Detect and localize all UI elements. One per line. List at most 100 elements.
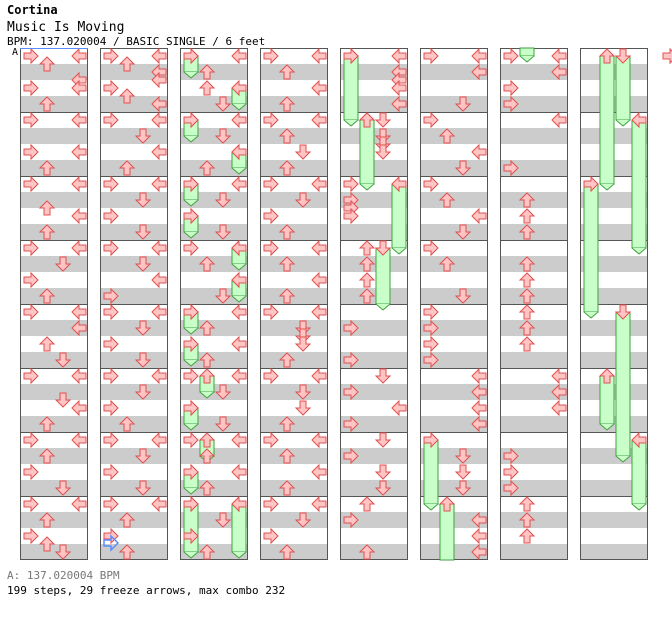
step-arrow: [214, 96, 232, 112]
step-arrow: [423, 351, 439, 369]
step-arrow: [198, 160, 216, 176]
step-arrow: [343, 511, 359, 529]
step-arrow: [551, 399, 567, 417]
step-arrow: [278, 448, 296, 464]
step-arrow: [103, 367, 119, 385]
step-arrow: [263, 527, 279, 545]
step-arrow: [23, 303, 39, 321]
step-arrow: [71, 79, 87, 97]
step-arrow: [358, 272, 376, 288]
step-arrow: [503, 463, 519, 481]
step-arrow: [214, 384, 232, 400]
step-arrow: [183, 495, 199, 513]
step-arrow: [23, 431, 39, 449]
step-arrow: [263, 367, 279, 385]
freeze-tail: [375, 303, 391, 311]
step-arrow: [151, 239, 167, 257]
step-arrow: [358, 256, 376, 272]
freeze-tail: [231, 263, 247, 271]
step-arrow: [263, 431, 279, 449]
step-arrow: [134, 384, 152, 400]
step-arrow: [54, 544, 72, 560]
freeze-arrow: [375, 247, 391, 305]
step-arrow: [71, 111, 87, 129]
step-arrow: [151, 303, 167, 321]
step-arrow: [423, 319, 439, 337]
step-arrow: [134, 256, 152, 272]
step-arrow: [23, 495, 39, 513]
step-arrow: [343, 383, 359, 401]
step-arrow: [294, 384, 312, 400]
step-arrow: [598, 48, 616, 64]
step-arrow: [358, 544, 376, 560]
freeze-arrow: [359, 119, 375, 185]
step-arrow: [151, 47, 167, 65]
step-arrow: [518, 256, 536, 272]
step-arrow: [374, 480, 392, 496]
step-arrow: [103, 79, 119, 97]
step-arrow: [103, 495, 119, 513]
step-arrow: [183, 239, 199, 257]
step-arrow: [71, 239, 87, 257]
step-arrow: [134, 320, 152, 336]
step-arrow: [263, 175, 279, 193]
step-arrow: [183, 111, 199, 129]
step-arrow: [423, 175, 439, 193]
step-arrow: [214, 512, 232, 528]
step-arrow: [118, 512, 136, 528]
step-arrow: [374, 432, 392, 448]
step-arrow: [343, 47, 359, 65]
bpm-marker-label: A: [12, 47, 19, 58]
step-arrow: [151, 367, 167, 385]
step-arrow: [23, 79, 39, 97]
freeze-tail: [583, 311, 599, 319]
step-arrow: [631, 111, 647, 129]
step-arrow: [103, 335, 119, 353]
step-arrow: [311, 79, 327, 97]
song-title: Music Is Moving: [7, 20, 125, 35]
step-arrow: [471, 543, 487, 561]
freeze-arrow: [615, 311, 631, 457]
step-arrow: [454, 160, 472, 176]
step-arrow: [278, 256, 296, 272]
freeze-arrow: [599, 55, 615, 185]
step-arrow: [471, 511, 487, 529]
step-arrow: [134, 192, 152, 208]
step-arrow: [198, 368, 216, 384]
step-arrow: [294, 144, 312, 160]
step-arrow: [151, 71, 167, 89]
step-arrow: [278, 480, 296, 496]
step-arrow: [278, 288, 296, 304]
step-arrow: [71, 495, 87, 513]
step-arrow: [38, 448, 56, 464]
step-arrow: [374, 464, 392, 480]
step-arrow: [38, 288, 56, 304]
freeze-tail: [631, 247, 647, 255]
freeze-arrow: [519, 47, 535, 57]
step-arrow: [198, 80, 216, 96]
step-arrow: [503, 79, 519, 97]
step-arrow: [503, 95, 519, 113]
step-arrow: [103, 47, 119, 65]
step-arrow: [374, 112, 392, 128]
step-arrow: [151, 143, 167, 161]
step-arrow: [214, 128, 232, 144]
step-arrow: [503, 479, 519, 497]
freeze-tail: [599, 183, 615, 191]
step-arrow: [423, 239, 439, 257]
step-arrow: [183, 335, 199, 353]
step-arrow: [518, 528, 536, 544]
step-arrow: [311, 47, 327, 65]
step-arrow: [263, 239, 279, 257]
step-arrow: [151, 431, 167, 449]
step-arrow: [263, 495, 279, 513]
step-arrow: [71, 175, 87, 193]
step-arrow: [54, 352, 72, 368]
step-arrow: [118, 160, 136, 176]
step-arrow: [518, 496, 536, 512]
step-arrow: [471, 143, 487, 161]
step-arrow: [198, 64, 216, 80]
step-arrow: [454, 224, 472, 240]
step-arrow: [598, 368, 616, 384]
step-arrow: [391, 175, 407, 193]
